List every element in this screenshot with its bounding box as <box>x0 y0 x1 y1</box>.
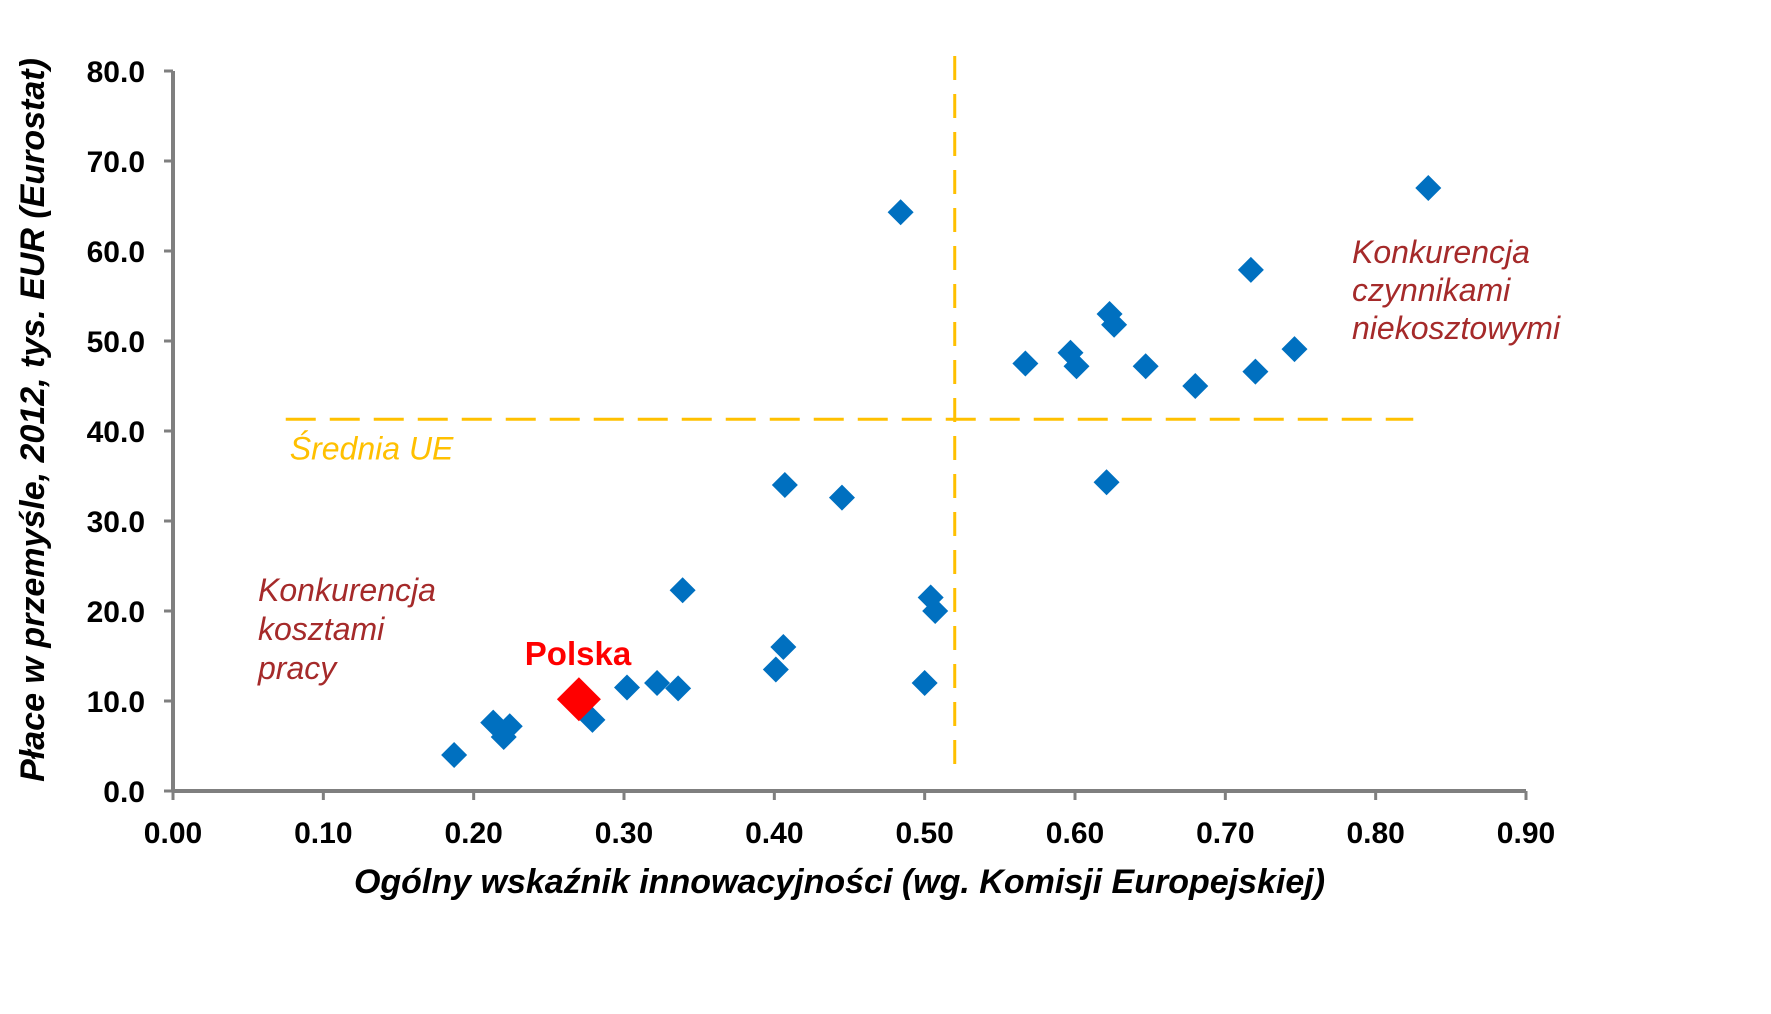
data-point <box>1242 358 1269 385</box>
x-axis-title: Ogólny wskaźnik innowacyjności (wg. Komi… <box>354 863 1325 901</box>
x-tick-label: 0.90 <box>1497 817 1555 850</box>
annotation-non-cost-competition-line: czynnikami <box>1352 272 1511 308</box>
annotation-labor-cost-competition-line: pracy <box>257 650 338 686</box>
data-point <box>669 577 696 604</box>
point-polska <box>556 677 601 722</box>
x-tick-label: 0.50 <box>895 817 953 850</box>
x-tick-label: 0.70 <box>1196 817 1254 850</box>
annotation-labor-cost-competition-line: Konkurencja <box>258 572 436 608</box>
annotation-non-cost-competition-line: niekosztowymi <box>1352 310 1561 346</box>
x-tick-label: 0.10 <box>294 817 352 850</box>
data-point <box>665 675 692 702</box>
data-point <box>1281 336 1308 363</box>
data-point <box>441 742 468 768</box>
data-point <box>762 656 789 683</box>
data-point <box>770 634 797 660</box>
y-tick-label: 70.0 <box>87 146 145 179</box>
data-point <box>1132 353 1159 380</box>
y-tick-label: 20.0 <box>87 596 145 629</box>
x-tick-label: 0.00 <box>144 817 202 850</box>
x-tick-label: 0.80 <box>1346 817 1404 850</box>
text-labels: KonkurencjaczynnikaminiekosztowymiKonkur… <box>257 234 1561 686</box>
y-tick-label: 60.0 <box>87 236 145 269</box>
y-tick-label: 0.0 <box>103 776 145 809</box>
data-point <box>1415 175 1442 201</box>
annotation-polska-line: Polska <box>525 635 632 672</box>
data-points <box>441 175 1442 768</box>
data-point <box>496 713 523 740</box>
data-point <box>887 199 914 226</box>
y-tick-label: 80.0 <box>87 56 145 89</box>
x-tick-label: 0.30 <box>595 817 653 850</box>
data-point <box>1237 256 1264 283</box>
y-tick-label: 50.0 <box>87 326 145 359</box>
data-point <box>911 670 938 696</box>
y-axis-title: Płace w przemyśle, 2012, tys. EUR (Euros… <box>14 58 52 782</box>
data-point <box>1012 350 1039 377</box>
annotation-non-cost-competition-line: Konkurencja <box>1352 234 1530 270</box>
data-point <box>1101 311 1128 338</box>
y-tick-label: 30.0 <box>87 506 145 539</box>
y-tick-label: 10.0 <box>87 686 145 719</box>
reference-lines: Średnia UE <box>285 44 1414 764</box>
data-point <box>1182 373 1209 399</box>
data-point <box>828 484 855 511</box>
y-tick-label: 40.0 <box>87 416 145 449</box>
data-point <box>771 472 798 498</box>
data-point <box>1093 469 1120 496</box>
x-tick-label: 0.20 <box>444 817 502 850</box>
annotation-labor-cost-competition-line: kosztami <box>258 611 385 647</box>
data-point <box>614 674 641 701</box>
x-tick-label: 0.40 <box>745 817 803 850</box>
x-tick-label: 0.60 <box>1046 817 1104 850</box>
data-point <box>922 598 949 624</box>
data-point <box>1063 353 1090 380</box>
axes: 0.00 0.10 0.20 0.30 0.40 0.50 0.60 0.70 0.80 0.90… <box>14 56 1555 901</box>
data-point <box>644 670 671 696</box>
eu-average-label: Średnia UE <box>290 430 454 466</box>
